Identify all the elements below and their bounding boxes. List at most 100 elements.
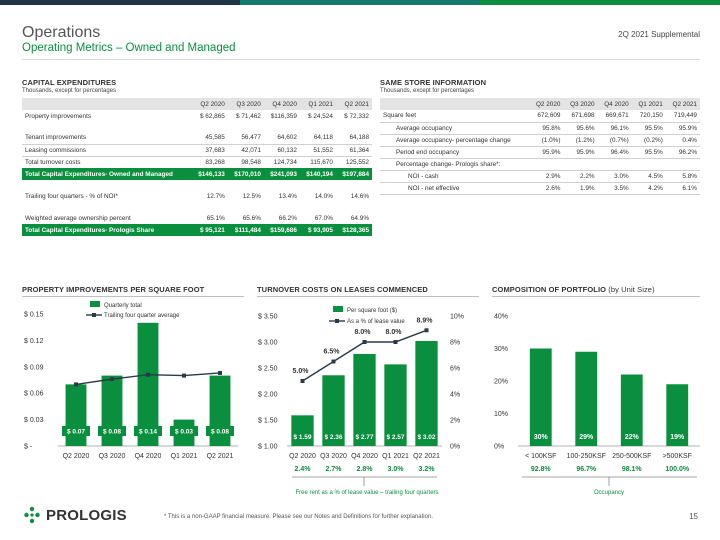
x-tick-label: Q1 2021 [171, 453, 198, 460]
y-tick-label: $ 0.12 [24, 338, 44, 345]
samestore-table: Q2 2020 Q3 2020 Q4 2020 Q1 2021 Q2 2021 … [380, 98, 700, 195]
page-subtitle: Operating Metrics – Owned and Managed [22, 42, 236, 54]
ppsf-title-rule [22, 296, 244, 297]
x-tick-label: Q3 2020 [99, 453, 126, 460]
cell: (0.2%) [631, 134, 666, 147]
y-tick-label: 20% [494, 379, 508, 386]
row-label: NOI - cash [380, 170, 530, 183]
cell: 67.0% [314, 214, 333, 222]
bar [575, 351, 598, 446]
data-label: $ 0.03 [175, 429, 193, 436]
table-row: NOI - net effective 2.6% 1.9% 3.5% 4.2% … [380, 182, 700, 195]
cell: 2.9% [529, 170, 564, 183]
y-tick-label: $ 0.09 [24, 364, 44, 371]
y-tick-label: 0% [494, 444, 504, 451]
bar [65, 384, 87, 446]
composition-title-bold: COMPOSITION OF PORTFOLIO [492, 285, 607, 294]
samestore-col-header: Q3 2020 [563, 98, 598, 110]
y-tick-label: $ 3.00 [258, 340, 278, 347]
line-data-label: 6.5% [324, 349, 341, 356]
legend-label: Per square foot ($) [347, 308, 397, 314]
cell: 12.7% [206, 192, 225, 200]
y-tick-label: $ 3.50 [258, 314, 278, 321]
cell: $ 95,121 [191, 224, 228, 236]
series-marker [218, 370, 222, 375]
x-tick-label: Q2 2020 [289, 453, 316, 460]
y-tick-label: 40% [494, 314, 508, 321]
x-tick-label: < 100KSF [525, 453, 556, 460]
data-label: $ 3.02 [417, 434, 435, 441]
cell: 125,552 [345, 158, 369, 166]
cell: $ 93,905 [299, 224, 336, 236]
cell: 95.5% [631, 122, 666, 135]
table-row: Period end occupancy 95.9% 95.9% 96.4% 9… [380, 146, 700, 159]
table-row: Trailing four quarters - % of NOI* 12.7%… [22, 190, 372, 202]
free-rent-value: 3.2% [419, 466, 436, 473]
x-tick-label: Q3 2020 [320, 453, 347, 460]
row-label: Percentage change- Prologis share*: [380, 158, 700, 171]
composition-title-rule [492, 296, 700, 297]
turnover-chart-title: TURNOVER COSTS ON LEASES COMMENCED [257, 285, 428, 294]
cell: 96.2% [665, 146, 700, 159]
cell: (1.0%) [529, 134, 564, 147]
line-data-label: 8.9% [417, 317, 434, 324]
table-row: Weighted average ownership percent 65.1%… [22, 212, 372, 224]
y2-tick-label: 0% [450, 444, 460, 451]
occupancy-value: 98.1% [622, 466, 643, 473]
x-tick-label: Q2 2021 [413, 453, 440, 460]
cell: 65.6% [242, 214, 261, 222]
cell: 3.0% [597, 170, 632, 183]
cell: $ 72,332 [344, 112, 369, 120]
cell: 56,477 [227, 132, 264, 145]
bar [620, 374, 643, 446]
y2-tick-label: 6% [450, 366, 460, 373]
capex-col-header: Q3 2020 [227, 98, 264, 110]
bar [529, 348, 552, 446]
cell: 95.9% [529, 146, 564, 159]
cell: 124,734 [273, 158, 297, 166]
cell: 61,364 [335, 144, 372, 157]
data-label: $ 0.07 [67, 429, 85, 436]
y-tick-label: $ 0.03 [24, 417, 44, 424]
cell: 95.5% [631, 146, 666, 159]
samestore-note: Thousands, except for percentages [380, 88, 475, 94]
samestore-col-header: Q2 2020 [529, 98, 564, 110]
cell: 14.0% [314, 192, 333, 200]
x-tick-label: Q4 2020 [135, 453, 162, 460]
cell: 5.8% [665, 170, 700, 183]
y-tick-label: 10% [494, 411, 508, 418]
capex-note: Thousands, except for percentages [22, 88, 117, 94]
cell: 83,268 [205, 158, 225, 166]
cell: 51,552 [299, 144, 336, 157]
bar [384, 364, 407, 446]
capex-table: Q2 2020 Q3 2020 Q4 2020 Q1 2021 Q2 2021 … [22, 98, 372, 236]
data-label: 22% [625, 434, 640, 441]
free-rent-value: 2.7% [326, 466, 343, 473]
cell: 66.2% [278, 214, 297, 222]
y-tick-label: $ 1.00 [258, 444, 278, 451]
page-title: Operations [22, 24, 101, 41]
cell: 12.5% [242, 192, 261, 200]
legend-swatch [90, 301, 100, 307]
data-label: 19% [670, 434, 685, 441]
y-tick-label: $ 1.50 [258, 418, 278, 425]
cell: 42,071 [227, 144, 264, 157]
cell: $111,484 [227, 224, 264, 236]
capex-title: CAPITAL EXPENDITURES [22, 78, 117, 87]
data-label-bg [206, 426, 234, 436]
table-row: Total turnover costs 83,268 98,548 124,7… [22, 156, 372, 168]
row-label: Total Capital Expenditures- Prologis Sha… [22, 224, 192, 236]
row-label: Average occupancy [380, 122, 530, 135]
composition-chart-title: COMPOSITION OF PORTFOLIO (by Unit Size) [492, 285, 655, 294]
cell: $140,194 [299, 168, 336, 180]
samestore-col-header: Q1 2021 [631, 98, 666, 110]
data-label: 29% [579, 434, 594, 441]
y2-tick-label: 4% [450, 392, 460, 399]
free-rent-caption: Free rent as a % of lease value – traili… [295, 490, 438, 496]
table-row: Average occupancy- percentage change (1.… [380, 134, 700, 147]
supplemental-label: 2Q 2021 Supplemental [618, 30, 700, 39]
row-label: Weighted average ownership percent [25, 214, 131, 222]
cell: 720,150 [631, 110, 666, 123]
data-label-bg [170, 426, 198, 436]
